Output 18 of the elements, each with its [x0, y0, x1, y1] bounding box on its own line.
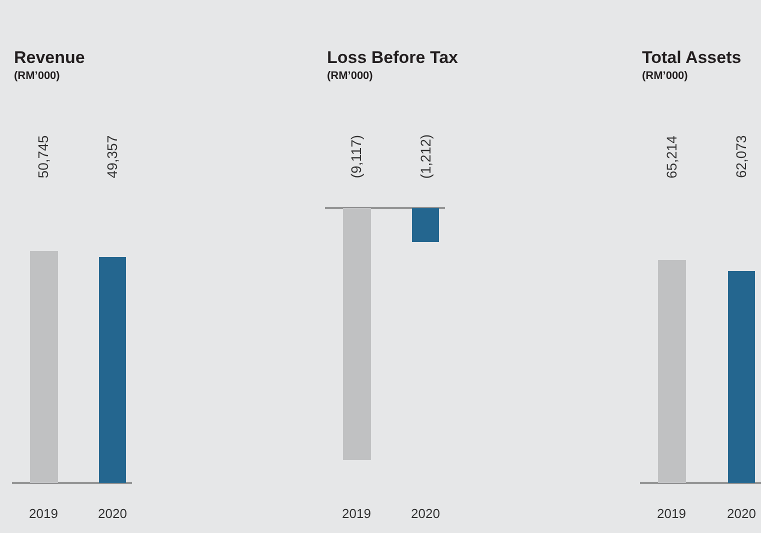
chart-subtitle: (RM’000) [14, 70, 60, 82]
chart-subtitle: (RM’000) [642, 70, 688, 82]
x-tick-label: 2020 [98, 506, 127, 521]
data-label: 49,357 [104, 135, 120, 178]
x-tick-label: 2019 [342, 506, 371, 521]
data-label: 50,745 [35, 135, 52, 178]
chart-subtitle: (RM’000) [327, 70, 374, 82]
data-label: 65,214 [663, 135, 680, 178]
data-label: 62,073 [733, 134, 750, 178]
chart-title: Loss Before Tax [327, 48, 459, 67]
x-tick-label: 2020 [727, 506, 756, 521]
chart-title: Revenue [14, 48, 85, 67]
x-tick-label: 2019 [657, 506, 686, 521]
x-tick-label: 2020 [411, 506, 440, 521]
data-label: (1,212) [418, 134, 434, 179]
chart-title: Total Assets [642, 48, 742, 67]
x-tick-label: 2019 [29, 506, 58, 521]
data-label: (9,117) [348, 134, 364, 178]
